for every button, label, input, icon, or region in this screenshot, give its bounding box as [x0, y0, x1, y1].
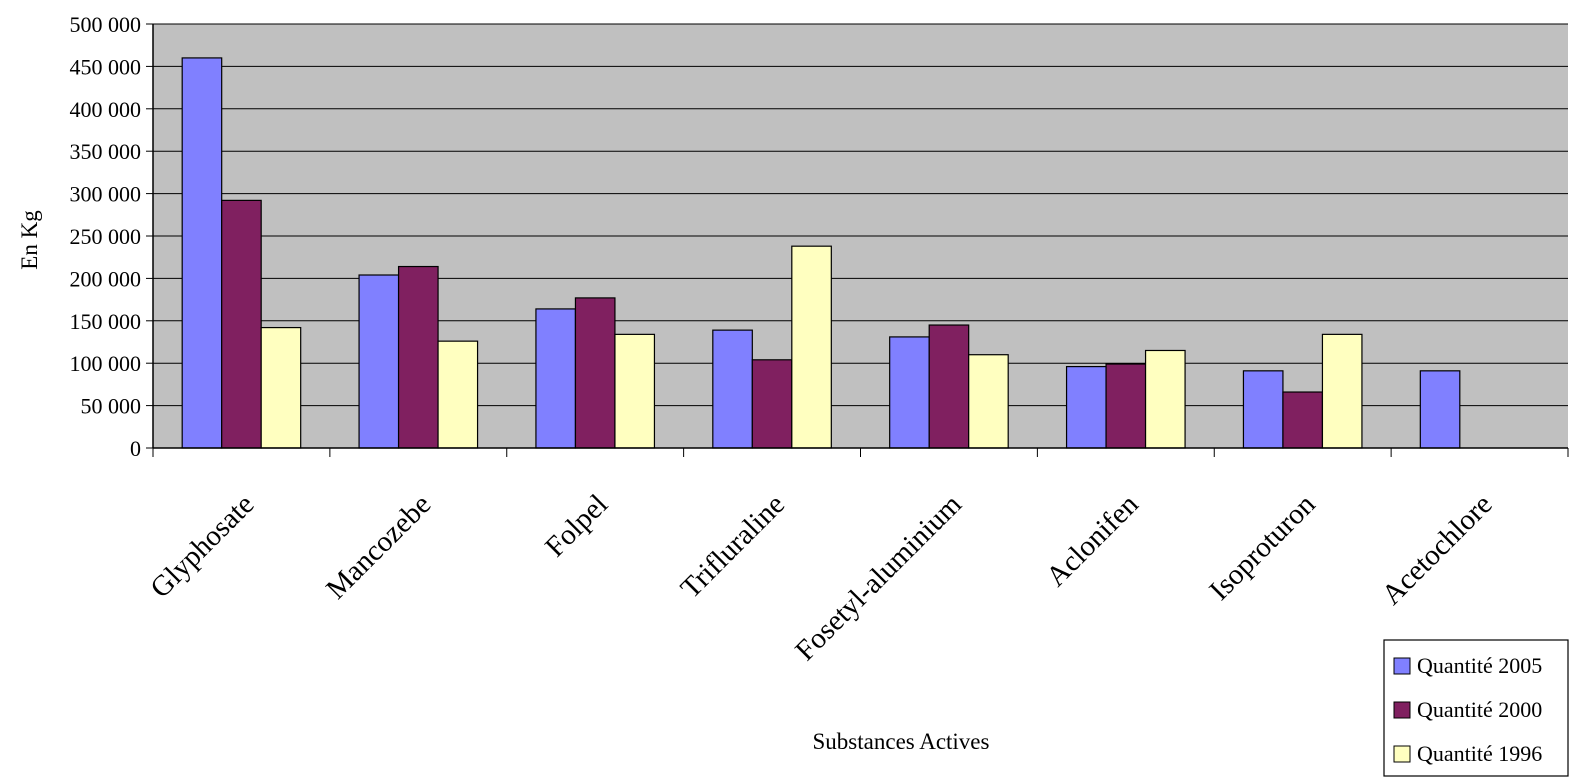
- x-category-label: Folpel: [539, 488, 614, 563]
- legend-entry: Quantité 2000: [1417, 697, 1542, 722]
- y-tick-label: 350 000: [70, 139, 142, 164]
- y-axis-ticks: 0 50 000 100 000 150 000 200 000 250 000 300 0…: [70, 12, 153, 461]
- y-tick-label: 200 000: [70, 266, 142, 291]
- x-category-label: Trifluraline: [675, 488, 791, 604]
- bar: [260, 326, 302, 449]
- bar: [181, 57, 223, 449]
- bars: [181, 57, 1461, 449]
- legend-swatch: [1393, 657, 1411, 675]
- bar: [1144, 349, 1186, 449]
- y-tick-label: 150 000: [70, 309, 142, 334]
- legend-box: [1383, 639, 1569, 777]
- bar: [437, 340, 479, 449]
- x-category-label: Isoproturon: [1203, 488, 1322, 607]
- x-axis-categories: Glyphosate Mancozebe Folpel TrifluralineFos…: [144, 488, 1498, 667]
- legend-swatch: [1393, 745, 1411, 763]
- x-category-label: Fosetyl-aluminium: [789, 488, 968, 667]
- legend: Quantité 2005 Quantité 2000 Quantité 1996: [1383, 639, 1569, 777]
- legend-entry: Quantité 2005: [1417, 653, 1542, 678]
- bar: [1065, 365, 1107, 449]
- bar: [712, 329, 753, 449]
- bar: [535, 308, 577, 449]
- bar: [1419, 370, 1461, 449]
- bar: [358, 274, 400, 449]
- x-category-label: Acetochlore: [1376, 488, 1499, 611]
- bar: [1321, 333, 1363, 449]
- y-tick-label: 0: [130, 436, 141, 461]
- bar: [1282, 391, 1324, 449]
- bar: [1242, 370, 1284, 449]
- bar: [574, 297, 616, 449]
- legend-swatch: [1393, 701, 1411, 719]
- y-axis-title: En Kg: [17, 210, 42, 270]
- y-tick-label: 100 000: [70, 351, 142, 376]
- bar: [751, 359, 793, 449]
- bar: [614, 333, 656, 449]
- bar: [221, 199, 262, 449]
- bar: [1105, 363, 1147, 449]
- bar: [968, 354, 1009, 449]
- legend-entry: Quantité 1996: [1417, 741, 1542, 766]
- x-axis-title: Substances Actives: [813, 729, 990, 754]
- y-tick-label: 400 000: [70, 97, 142, 122]
- y-tick-label: 500 000: [70, 12, 142, 37]
- bar: [928, 324, 970, 449]
- y-tick-label: 50 000: [81, 394, 142, 419]
- bar: [397, 265, 439, 449]
- y-tick-label: 300 000: [70, 182, 142, 207]
- y-tick-label: 250 000: [70, 224, 142, 249]
- x-category-label: Mancozebe: [320, 488, 437, 605]
- y-tick-label: 450 000: [70, 54, 142, 79]
- x-category-label: Glyphosate: [144, 488, 260, 604]
- x-category-label: Aclonifen: [1040, 488, 1145, 593]
- bar: [889, 336, 930, 449]
- bar: [791, 245, 832, 449]
